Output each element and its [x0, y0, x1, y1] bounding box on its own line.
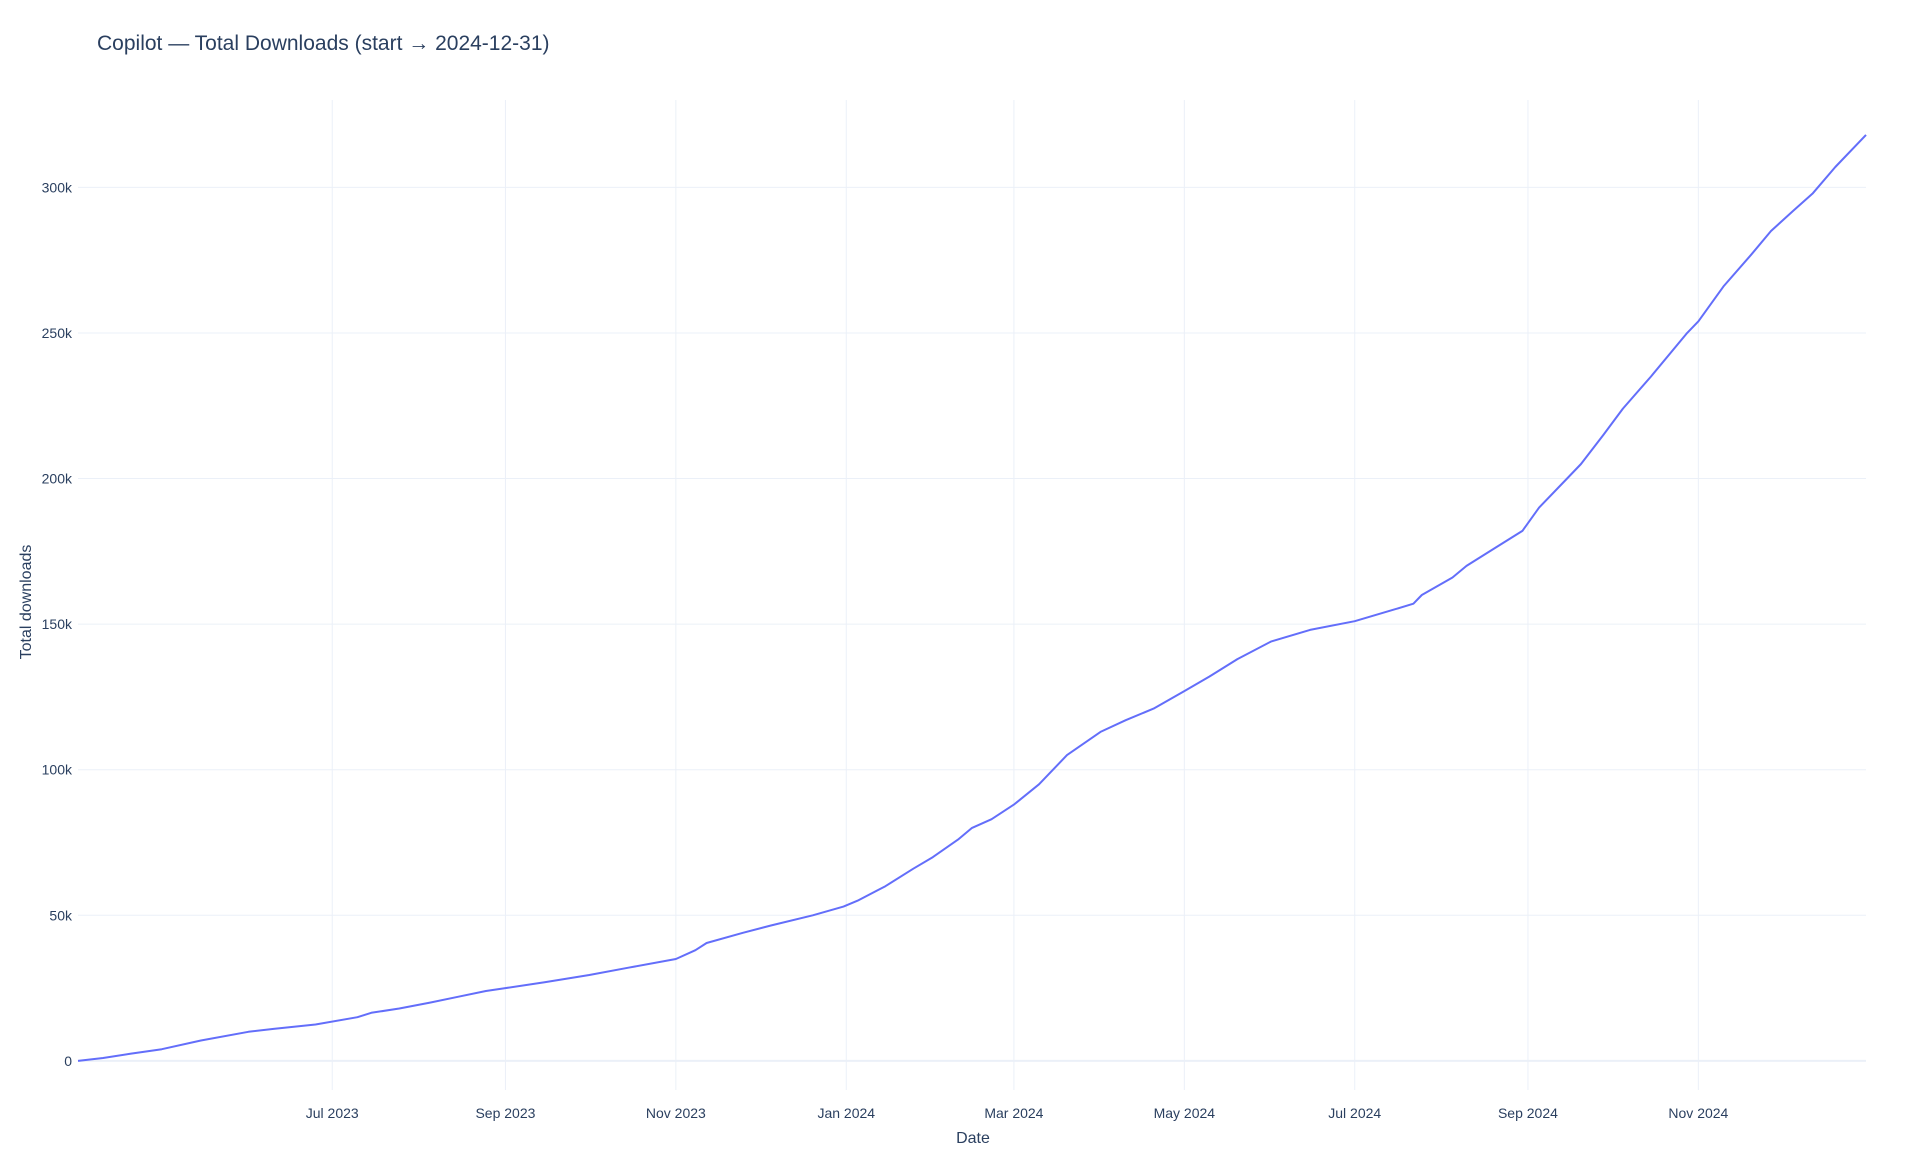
x-tick-label: Jul 2024 [1328, 1105, 1381, 1121]
x-tick-label: Mar 2024 [984, 1105, 1043, 1121]
y-axis-title: Total downloads [18, 545, 35, 660]
y-tick-label: 200k [42, 471, 73, 487]
y-tick-label: 300k [42, 179, 73, 195]
x-tick-label: Jan 2024 [817, 1105, 875, 1121]
x-tick-label: Sep 2023 [475, 1105, 535, 1121]
x-axis-ticks: Jul 2023 Sep 2023 Nov 2023 Jan 2024 Mar 2024… [306, 1105, 1729, 1121]
gridlines [78, 100, 1866, 1090]
x-tick-label: Jul 2023 [306, 1105, 359, 1121]
x-tick-label: Nov 2024 [1668, 1105, 1728, 1121]
x-tick-label: May 2024 [1154, 1105, 1216, 1121]
y-tick-label: 150k [42, 616, 73, 632]
series-line [77, 134, 1867, 1062]
x-tick-label: Sep 2024 [1498, 1105, 1558, 1121]
series-layer [77, 134, 1867, 1062]
y-tick-label: 0 [64, 1053, 72, 1069]
y-tick-label: 250k [42, 325, 73, 341]
y-axis-ticks: 0 50k 100k 150k 200k 250k 300k [42, 179, 73, 1069]
x-axis-title: Date [956, 1130, 990, 1147]
y-tick-label: 100k [42, 762, 73, 778]
y-tick-label: 50k [49, 907, 73, 923]
chart-title: Copilot — Total Downloads (start → 2024-… [97, 32, 550, 55]
x-tick-label: Nov 2023 [646, 1105, 706, 1121]
